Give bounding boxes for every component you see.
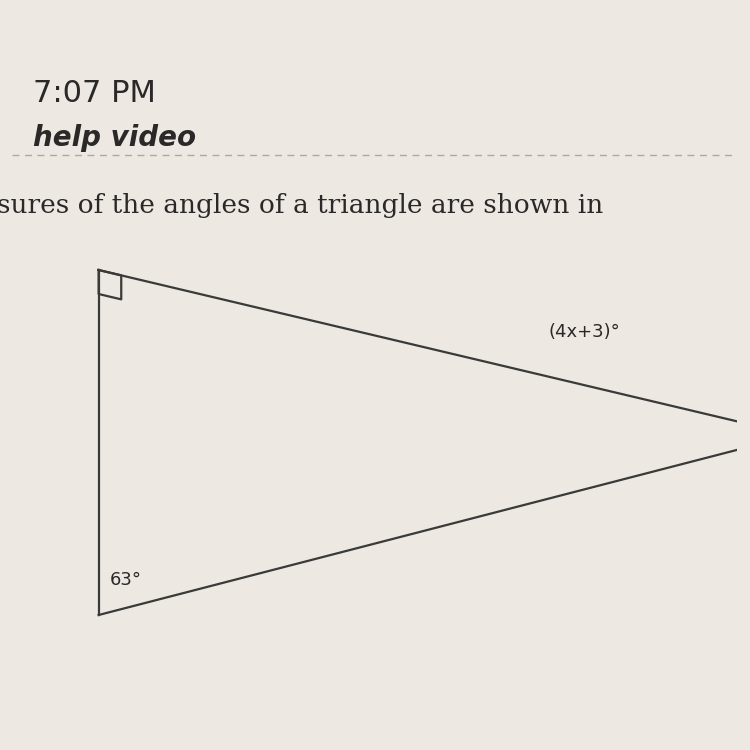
- Text: (4x+3)°: (4x+3)°: [548, 323, 620, 341]
- Text: sures of the angles of a triangle are shown in: sures of the angles of a triangle are sh…: [0, 194, 603, 218]
- Text: 63°: 63°: [110, 571, 142, 589]
- Text: help video: help video: [33, 124, 197, 152]
- Text: 7:07 PM: 7:07 PM: [33, 79, 156, 108]
